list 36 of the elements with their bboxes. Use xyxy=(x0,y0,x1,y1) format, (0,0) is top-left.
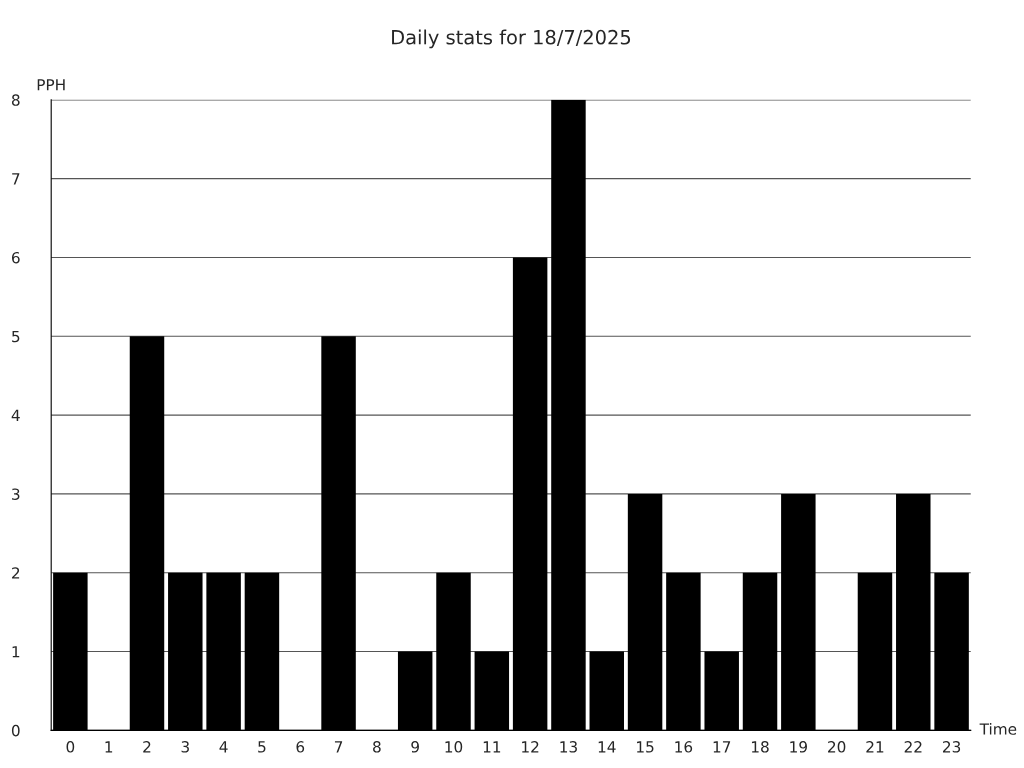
x-tick-label: 20 xyxy=(828,741,846,753)
y-tick-label: 2 xyxy=(12,567,20,579)
x-tick-label: 4 xyxy=(219,741,228,753)
y-axis-title: PPH xyxy=(37,79,65,91)
x-tick-label: 7 xyxy=(334,741,343,753)
x-tick-label: 5 xyxy=(258,741,266,753)
y-tick-label: 4 xyxy=(11,409,20,421)
y-tick-label: 1 xyxy=(12,646,20,658)
x-tick-label: 13 xyxy=(560,741,577,753)
x-tick-label: 22 xyxy=(904,741,922,753)
x-tick-label: 21 xyxy=(866,741,884,753)
x-tick-label: 2 xyxy=(143,741,151,753)
x-tick-label: 6 xyxy=(296,741,305,753)
x-tick-label: 14 xyxy=(598,741,616,753)
chart-title: Daily stats for 18/7/2025 xyxy=(392,29,631,49)
x-tick-label: 15 xyxy=(637,741,654,753)
y-tick-label: 6 xyxy=(11,251,20,264)
x-axis-title: Time xyxy=(979,722,1017,735)
y-tick-label: 7 xyxy=(12,173,20,185)
y-tick-label: 8 xyxy=(11,94,20,106)
x-tick-label: 17 xyxy=(713,741,731,753)
y-tick-label: 0 xyxy=(11,724,20,737)
x-tick-label: 1 xyxy=(105,741,113,753)
x-tick-label: 9 xyxy=(411,741,419,753)
x-tick-label: 23 xyxy=(942,741,961,753)
x-tick-label: 10 xyxy=(445,741,463,753)
x-tick-label: 11 xyxy=(483,741,501,753)
x-tick-label: 3 xyxy=(181,741,189,753)
x-tick-label: 18 xyxy=(751,741,769,753)
y-tick-label: 3 xyxy=(12,488,20,500)
x-tick-label: 16 xyxy=(675,741,693,753)
x-tick-label: 19 xyxy=(790,741,807,753)
x-tick-label: 0 xyxy=(66,741,75,753)
y-tick-label: 5 xyxy=(12,330,20,343)
x-tick-label: 12 xyxy=(522,741,539,753)
x-tick-label: 8 xyxy=(373,741,381,753)
